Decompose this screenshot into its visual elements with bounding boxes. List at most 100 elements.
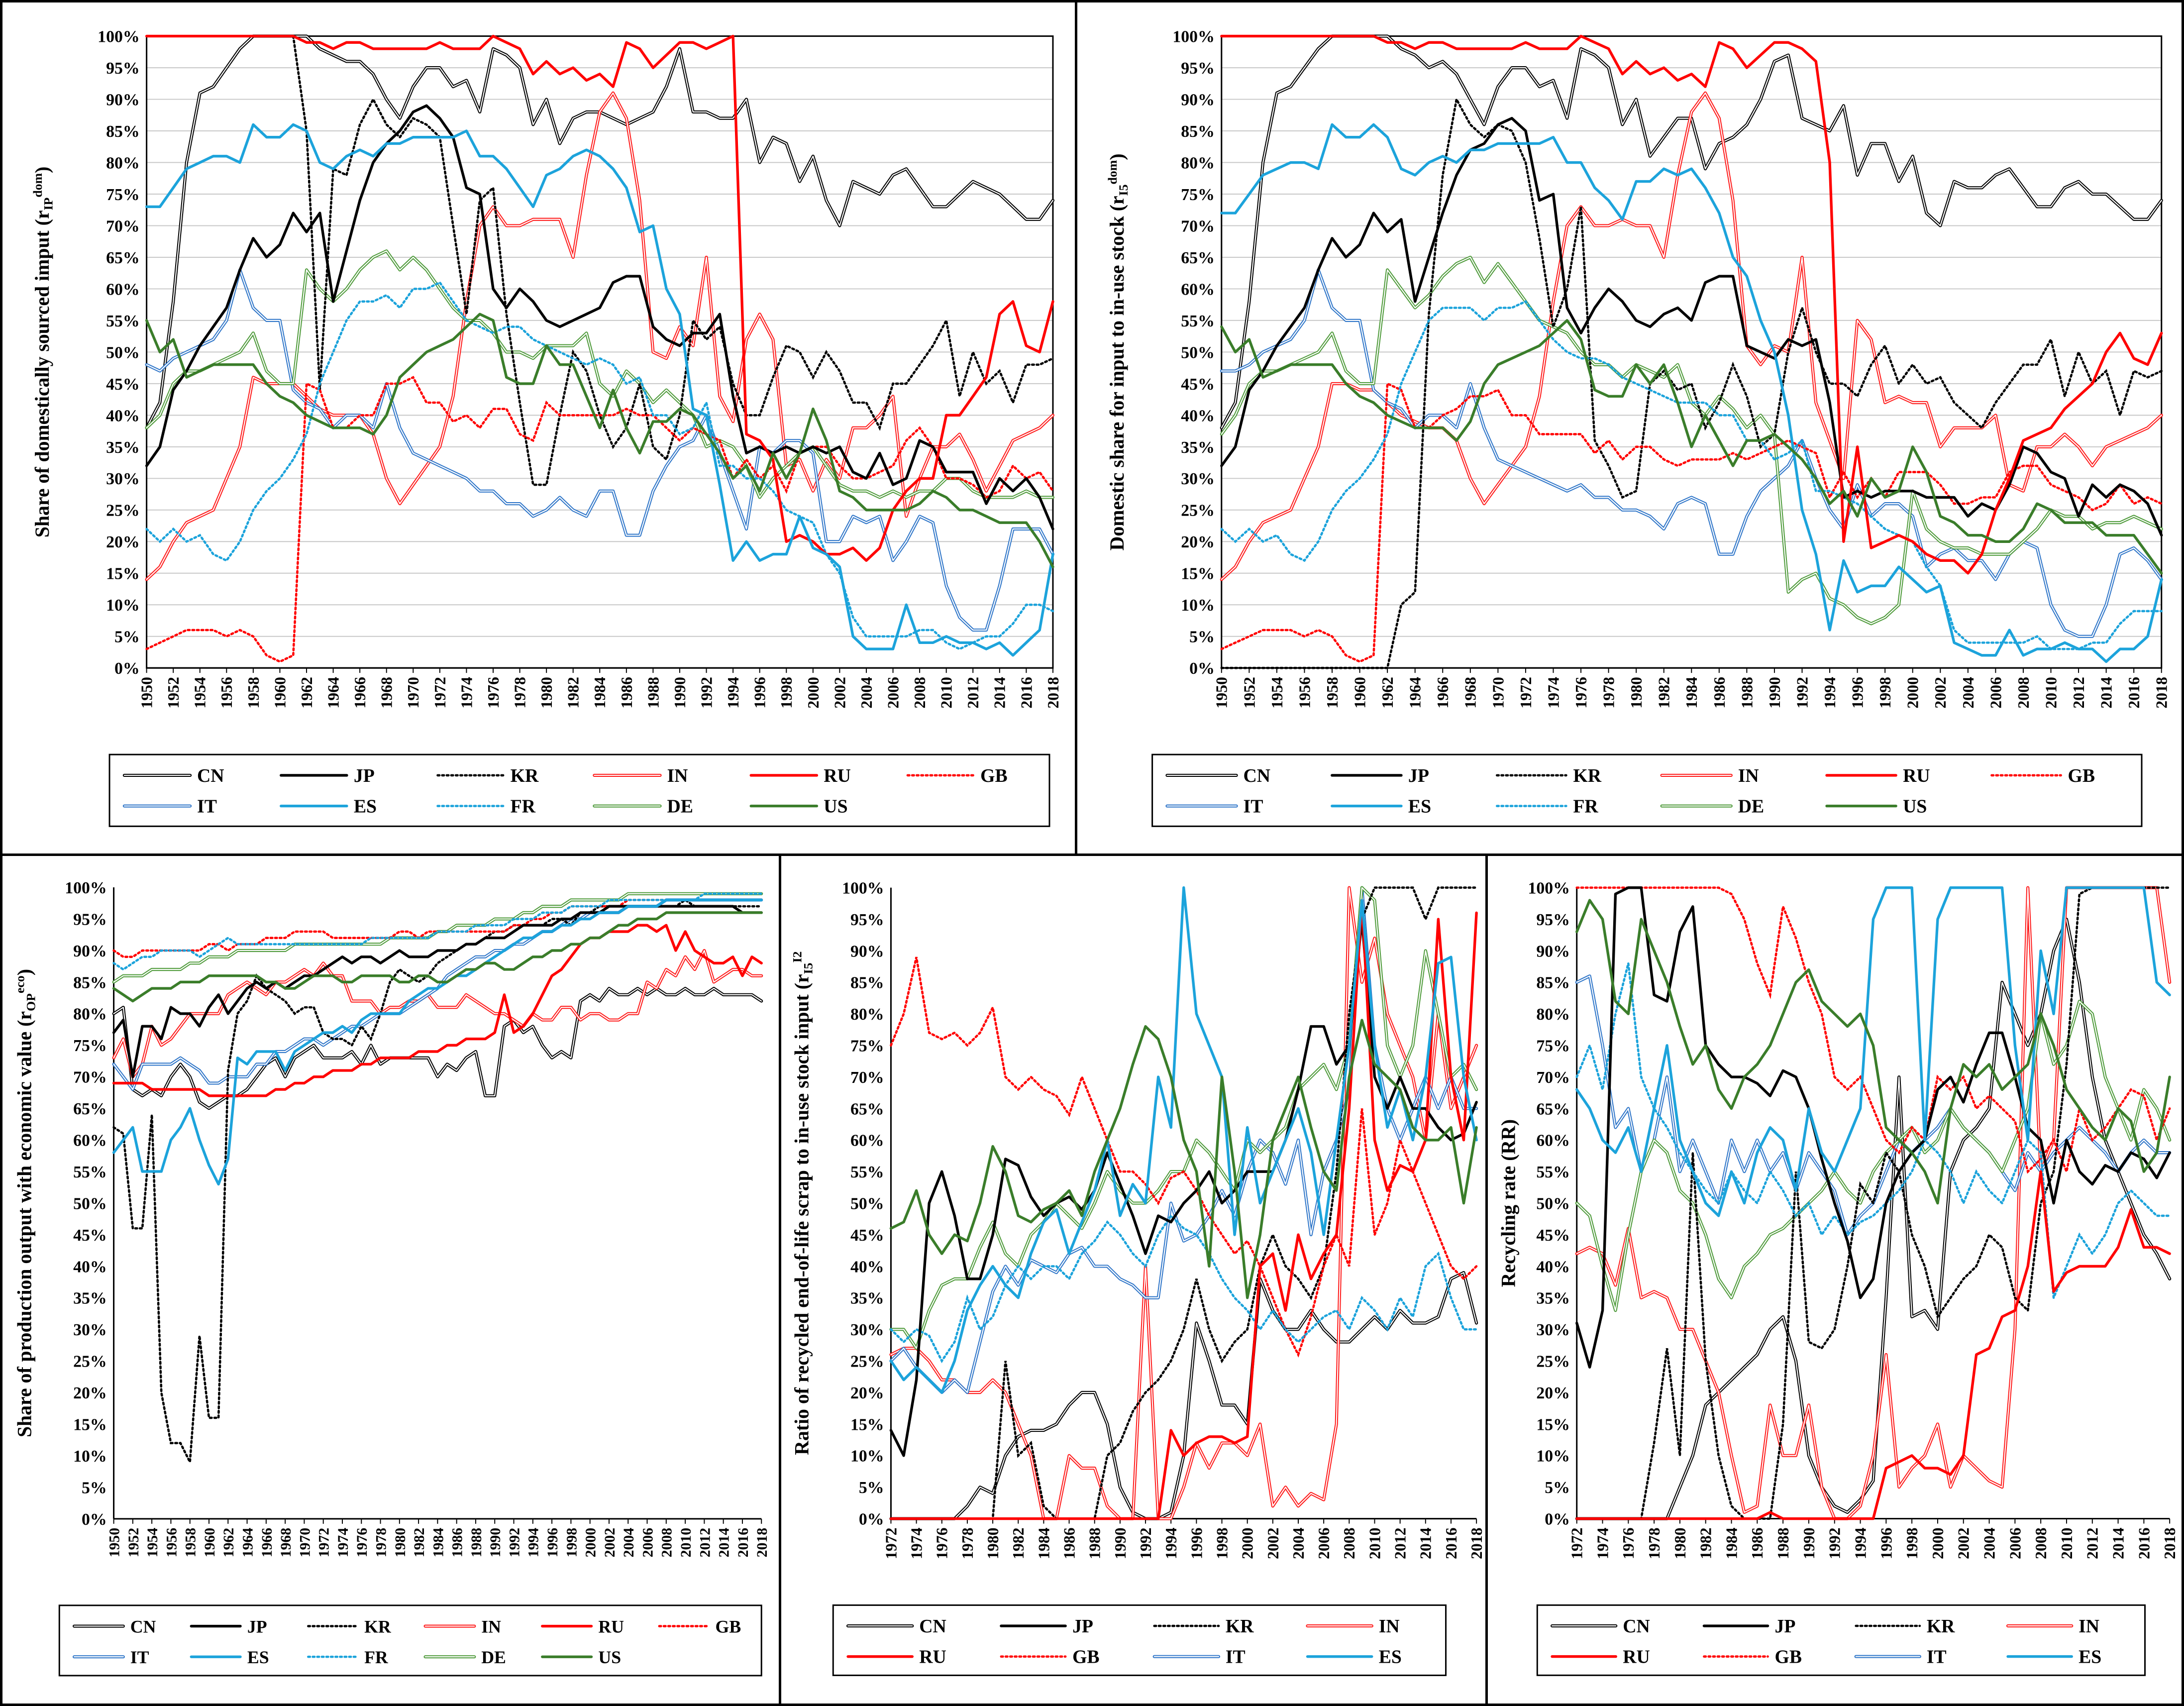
legend-label-it: IT bbox=[1927, 1646, 1947, 1667]
y-tick-label: 10% bbox=[73, 1447, 107, 1466]
x-tick-label: 1980 bbox=[538, 677, 555, 709]
y-tick-label: 50% bbox=[1536, 1195, 1570, 1213]
x-tick-label: 1982 bbox=[1010, 1527, 1027, 1559]
x-tick-label: 1996 bbox=[544, 1528, 561, 1558]
y-tick-label: 35% bbox=[1536, 1289, 1570, 1308]
series-line-gb bbox=[145, 376, 1054, 663]
series-line-us bbox=[1575, 899, 2171, 1205]
x-tick-label: 1962 bbox=[220, 1528, 237, 1558]
legend-box bbox=[832, 1604, 1447, 1676]
legend-label-it: IT bbox=[130, 1647, 149, 1667]
x-tick-label: 1984 bbox=[1035, 1527, 1052, 1559]
y-tick-label: 40% bbox=[73, 1258, 107, 1276]
x-tick-label: 2010 bbox=[2042, 677, 2060, 709]
x-tick-label: 1972 bbox=[316, 1528, 332, 1558]
x-tick-label: 2014 bbox=[2109, 1527, 2127, 1559]
y-tick-label: 55% bbox=[73, 1163, 107, 1181]
x-tick-label: 1970 bbox=[297, 1528, 313, 1558]
x-tick-label: 1986 bbox=[1060, 1527, 1078, 1559]
y-tick-label: 40% bbox=[1536, 1258, 1570, 1276]
y-tick-label: 55% bbox=[1181, 312, 1215, 330]
x-tick-label: 2000 bbox=[1239, 1527, 1256, 1559]
legend-label-de: DE bbox=[1738, 796, 1764, 817]
legend-label-jp: JP bbox=[1072, 1616, 1093, 1637]
legend-label-es: ES bbox=[1379, 1647, 1402, 1668]
x-tick-label: 1990 bbox=[487, 1528, 504, 1558]
legend-label-cn: CN bbox=[1623, 1616, 1650, 1637]
x-tick-label: 1952 bbox=[1241, 677, 1258, 709]
y-tick-label: 50% bbox=[73, 1194, 107, 1213]
x-tick-label: 1982 bbox=[565, 677, 582, 709]
legend-label-jp: JP bbox=[247, 1616, 267, 1636]
legend-label-ru: RU bbox=[598, 1616, 624, 1636]
y-tick-label: 40% bbox=[106, 407, 140, 425]
series-line-es bbox=[1575, 886, 2171, 1217]
x-tick-label: 2010 bbox=[2058, 1527, 2076, 1559]
x-tick-label: 2010 bbox=[1366, 1527, 1383, 1559]
y-tick-label: 70% bbox=[1181, 217, 1215, 235]
x-tick-label: 1980 bbox=[1628, 677, 1645, 709]
series-line-kr bbox=[292, 35, 1054, 486]
legend-label-ru: RU bbox=[824, 765, 851, 786]
y-tick-label: 90% bbox=[1536, 942, 1570, 960]
x-tick-label: 1974 bbox=[1545, 677, 1562, 709]
series-line-fr bbox=[145, 281, 1054, 650]
legend-label-kr: KR bbox=[364, 1616, 392, 1636]
y-tick-label: 50% bbox=[850, 1195, 884, 1213]
series-group bbox=[112, 892, 763, 1467]
legend-label-es: ES bbox=[2079, 1646, 2101, 1667]
legend-label-it: IT bbox=[1244, 796, 1263, 817]
x-tick-label: 1980 bbox=[984, 1527, 1002, 1559]
series-line-de-inner bbox=[146, 250, 1054, 498]
series-line-it-inner bbox=[1221, 269, 2162, 637]
series-line-jp bbox=[1220, 116, 2163, 537]
y-tick-label: 80% bbox=[1181, 154, 1215, 172]
y-tick-label: 5% bbox=[859, 1479, 884, 1497]
y-tick-label: 0% bbox=[114, 659, 140, 678]
x-tick-label: 1976 bbox=[354, 1528, 370, 1558]
x-tick-label: 1988 bbox=[644, 677, 662, 709]
series-line-kr bbox=[112, 898, 763, 1467]
series-line-fr bbox=[1220, 300, 2163, 650]
series-line-jp bbox=[145, 104, 1054, 531]
x-tick-label: 1972 bbox=[431, 677, 449, 709]
x-tick-label: 2006 bbox=[2006, 1527, 2024, 1559]
y-tick-label: 95% bbox=[850, 911, 884, 929]
x-tick-label: 2012 bbox=[1392, 1527, 1409, 1559]
series-line-gb bbox=[1220, 382, 2163, 663]
legend-box bbox=[1536, 1604, 2146, 1676]
x-tick-label: 2004 bbox=[1980, 1527, 1998, 1559]
series-line-cn-inner bbox=[1576, 919, 2171, 1519]
x-tick-label: 1952 bbox=[125, 1528, 142, 1558]
y-tick-label: 55% bbox=[1536, 1163, 1570, 1181]
y-tick-label: 65% bbox=[73, 1100, 107, 1118]
legend-label-kr: KR bbox=[1573, 765, 1601, 786]
y-tick-label: 5% bbox=[1545, 1479, 1570, 1497]
series-line-es bbox=[889, 886, 1478, 1394]
x-tick-label: 2018 bbox=[2161, 1527, 2179, 1559]
y-tick-label: 90% bbox=[1181, 91, 1215, 109]
legend-label-cn: CN bbox=[130, 1616, 156, 1636]
y-tick-label: 90% bbox=[73, 942, 107, 960]
x-tick-label: 1986 bbox=[1749, 1527, 1766, 1559]
series-line-es bbox=[1220, 123, 2163, 663]
legend-label-es: ES bbox=[247, 1647, 269, 1667]
series-line-de bbox=[1220, 255, 2163, 626]
y-tick-label: 60% bbox=[1181, 280, 1215, 299]
x-tick-label: 2000 bbox=[1904, 677, 1922, 709]
y-tick-label: 30% bbox=[106, 470, 140, 488]
x-tick-label: 1956 bbox=[1296, 677, 1313, 709]
y-tick-label: 100% bbox=[1172, 28, 1215, 46]
legend-label-gb: GB bbox=[716, 1616, 741, 1636]
y-tick-label: 20% bbox=[106, 533, 140, 551]
x-tick-label: 2018 bbox=[2153, 677, 2171, 709]
x-tick-label: 1960 bbox=[202, 1528, 218, 1558]
y-tick-label: 25% bbox=[73, 1353, 107, 1371]
y-tick-label: 100% bbox=[1528, 879, 1569, 898]
series-line-us bbox=[1220, 319, 2163, 575]
chart-b: 0% 5% 10% 15% 20% 25% 30% 35% 40% 45% 50% 55% 60% 65%… bbox=[1105, 28, 2171, 827]
x-tick-label: 2010 bbox=[678, 1528, 694, 1558]
x-tick-label: 1982 bbox=[1697, 1527, 1715, 1559]
x-tick-label: 1950 bbox=[106, 1528, 122, 1558]
x-tick-label: 2006 bbox=[1315, 1527, 1333, 1559]
